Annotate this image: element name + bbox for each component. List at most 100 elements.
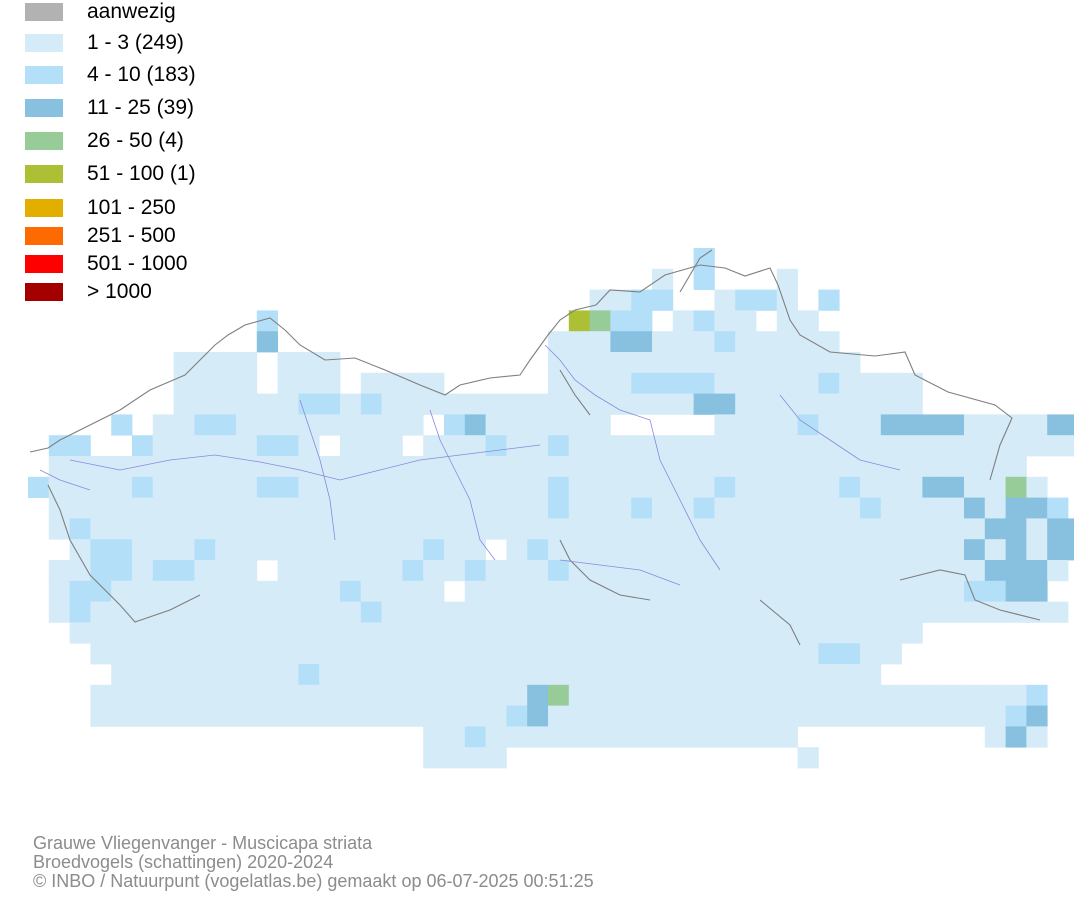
legend-label: 26 - 50 (4): [87, 129, 184, 152]
grid-cell: [423, 643, 445, 665]
grid-cell: [548, 560, 570, 582]
grid-cell: [880, 643, 902, 665]
grid-cell: [839, 456, 861, 478]
grid-cell: [693, 268, 715, 290]
grid-cell: [464, 518, 486, 540]
grid-cell: [277, 476, 299, 498]
grid-cell: [631, 372, 653, 394]
grid-cell: [839, 518, 861, 540]
grid-cell: [256, 705, 278, 727]
grid-cell: [402, 643, 424, 665]
grid-cell: [693, 643, 715, 665]
legend-swatch: [25, 132, 63, 150]
grid-cell: [506, 643, 528, 665]
grid-cell: [943, 684, 965, 706]
grid-cell: [943, 560, 965, 582]
grid-cell: [319, 456, 341, 478]
river-line: [544, 344, 651, 421]
grid-cell: [797, 456, 819, 478]
grid-cell: [589, 705, 611, 727]
grid-cell: [90, 684, 112, 706]
grid-cell: [298, 622, 320, 644]
grid-cell: [735, 352, 757, 374]
grid-cell: [173, 476, 195, 498]
grid-cell: [173, 643, 195, 665]
grid-cell: [735, 393, 757, 415]
grid-cell: [236, 643, 258, 665]
grid-cell: [236, 476, 258, 498]
grid-cell: [236, 372, 258, 394]
grid-cell: [464, 601, 486, 623]
grid-cell: [818, 684, 840, 706]
grid-cell: [360, 705, 382, 727]
grid-cell: [277, 393, 299, 415]
grid-cell: [506, 664, 528, 686]
grid-cell: [901, 539, 923, 561]
grid-cell: [444, 476, 466, 498]
grid-cell: [714, 310, 736, 332]
grid-cell: [319, 518, 341, 540]
grid-cell: [818, 476, 840, 498]
grid-cell: [152, 414, 174, 436]
grid-cell: [215, 456, 237, 478]
legend-label: 101 - 250: [87, 196, 176, 219]
grid-cell: [298, 705, 320, 727]
grid-cell: [589, 352, 611, 374]
grid-cell: [568, 726, 590, 748]
grid-cell: [48, 580, 70, 602]
grid-cell: [735, 684, 757, 706]
grid-cell: [506, 539, 528, 561]
grid-cell: [693, 476, 715, 498]
grid-cell: [506, 476, 528, 498]
grid-cell: [652, 456, 674, 478]
grid-cell: [423, 456, 445, 478]
grid-cell: [818, 497, 840, 519]
grid-cell: [69, 539, 91, 561]
grid-cell: [797, 476, 819, 498]
legend-item: aanwezig: [25, 0, 285, 24]
grid-cell: [548, 664, 570, 686]
grid-cell: [298, 601, 320, 623]
grid-cell: [797, 393, 819, 415]
grid-cell: [610, 643, 632, 665]
border-line: [759, 599, 801, 646]
grid-cell: [340, 705, 362, 727]
grid-cell: [194, 476, 216, 498]
border-line: [559, 539, 651, 601]
grid-cell: [610, 497, 632, 519]
grid-cell: [173, 414, 195, 436]
grid-cell: [506, 726, 528, 748]
grid-cell: [298, 684, 320, 706]
grid-cell: [381, 539, 403, 561]
grid-cell: [922, 456, 944, 478]
legend-swatch: [25, 66, 63, 84]
grid-cell: [464, 393, 486, 415]
grid-cell: [568, 622, 590, 644]
grid-cell: [194, 497, 216, 519]
grid-cell: [111, 664, 133, 686]
legend-item: 1 - 3 (249): [25, 31, 285, 55]
grid-cell: [256, 414, 278, 436]
grid-cell: [506, 601, 528, 623]
grid-cell: [735, 705, 757, 727]
grid-cell: [485, 747, 507, 769]
grid-cell: [652, 664, 674, 686]
grid-cell: [1026, 414, 1048, 436]
grid-cell: [444, 539, 466, 561]
grid-cell: [589, 331, 611, 353]
grid-cell: [69, 560, 91, 582]
grid-cell: [360, 643, 382, 665]
grid-cell: [1026, 726, 1048, 748]
grid-cell: [589, 684, 611, 706]
grid-cell: [506, 622, 528, 644]
grid-cell: [1005, 539, 1027, 561]
grid-cell: [776, 726, 798, 748]
legend-item: 501 - 1000: [25, 252, 285, 276]
grid-cell: [756, 518, 778, 540]
grid-cell: [880, 539, 902, 561]
grid-cell: [735, 560, 757, 582]
grid-cell: [485, 684, 507, 706]
grid-cell: [298, 372, 320, 394]
grid-cell: [818, 601, 840, 623]
grid-cell: [152, 622, 174, 644]
